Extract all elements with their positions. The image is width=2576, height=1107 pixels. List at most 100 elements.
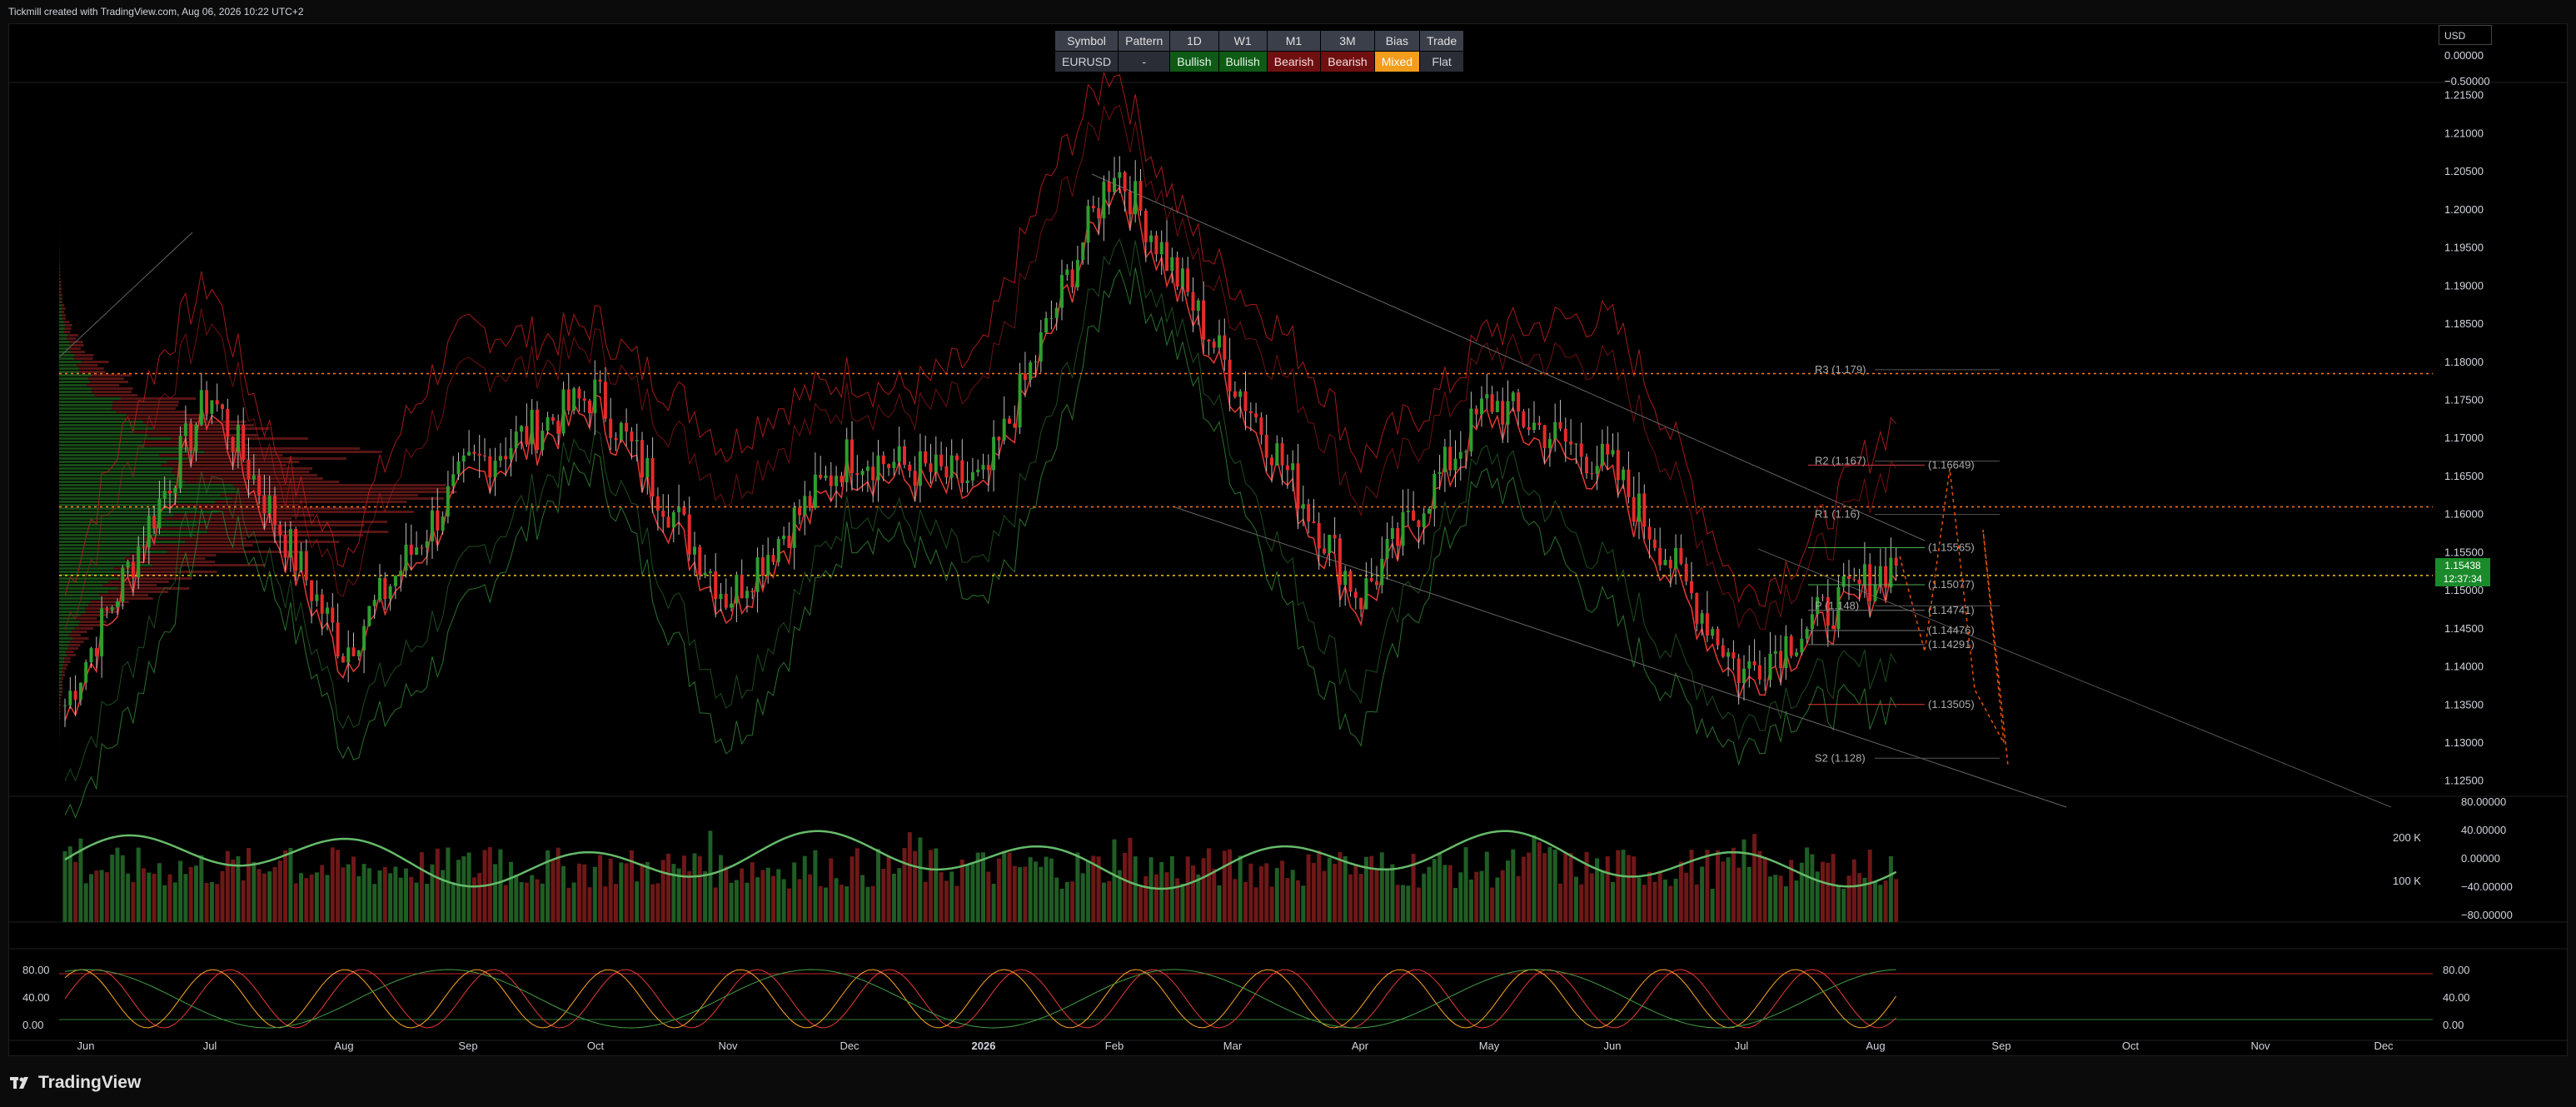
candle-body — [1721, 645, 1725, 657]
candle-body — [1579, 443, 1583, 457]
volume-bar — [503, 885, 508, 922]
volume-bar — [1333, 863, 1338, 922]
volume-bar — [1133, 856, 1138, 922]
candle-body — [1348, 571, 1353, 592]
chart-canvas[interactable]: R3 (1.179) R2 (1.167) R1 (1.16) P (1.148) S2… — [9, 24, 2569, 1057]
volume-bar — [1768, 876, 1772, 922]
volume-bar — [934, 848, 939, 922]
profile-bar-sell — [59, 717, 61, 720]
candle-body — [1831, 626, 1836, 630]
volume-axis-tick: −80.00000 — [2461, 909, 2513, 921]
profile-bar-buy — [59, 497, 232, 500]
volume-bar — [366, 868, 371, 922]
time-tick: Aug — [334, 1040, 353, 1052]
volume-bar — [493, 864, 498, 922]
candle-body — [1264, 434, 1268, 458]
currency-select[interactable]: USD — [2439, 25, 2492, 45]
volume-bar — [923, 881, 928, 922]
volume-bar — [404, 868, 408, 922]
candle-body — [351, 647, 356, 656]
candle-body — [257, 475, 262, 496]
profile-bar-buy — [59, 511, 219, 513]
candle-body — [247, 459, 251, 480]
candle-body — [1768, 653, 1772, 681]
volume-bar — [167, 874, 172, 922]
volume-bar — [1238, 855, 1243, 922]
candle-body — [850, 439, 854, 474]
profile-bar-sell — [78, 624, 103, 626]
profile-bar-sell — [81, 361, 109, 363]
profile-bar-sell — [237, 491, 457, 493]
candle-body — [1060, 275, 1064, 308]
volume-bar — [277, 860, 282, 922]
candle-body — [173, 487, 177, 494]
candle-body — [1742, 668, 1746, 684]
candle-body — [520, 426, 524, 432]
price-tick: 1.18000 — [2444, 356, 2484, 368]
candle-body — [645, 457, 650, 478]
candle-body — [609, 418, 613, 438]
tradingview-logo[interactable]: TradingView — [10, 1073, 141, 1093]
profile-bar-sell — [215, 501, 407, 503]
candle-body — [451, 474, 456, 486]
profile-bar-buy — [59, 271, 60, 273]
volume-bar — [1878, 885, 1883, 922]
status-value-symbol: EURUSD — [1054, 51, 1119, 72]
volume-bar — [1117, 870, 1122, 922]
volume-bar — [1422, 873, 1427, 922]
candle-body — [1458, 451, 1462, 459]
bollinger-bands — [64, 70, 1897, 819]
profile-bar-buy — [59, 494, 221, 496]
profile-bar-sell — [197, 507, 367, 510]
profile-bar-buy — [59, 471, 172, 473]
osc-path — [64, 969, 1897, 1029]
profile-bar-sell — [63, 331, 71, 333]
volume-bar — [640, 863, 645, 922]
volume-bar — [1857, 873, 1862, 922]
volume-bar — [870, 885, 875, 922]
trend-line — [1174, 506, 2067, 808]
candle-body — [650, 457, 655, 497]
profile-bar-sell — [60, 291, 62, 293]
time-tick: May — [1479, 1040, 1500, 1052]
volume-bar — [797, 879, 802, 922]
chart-frame[interactable]: R3 (1.179) R2 (1.167) R1 (1.16) P (1.148) S2… — [8, 23, 2569, 1057]
profile-bar-buy — [59, 331, 64, 333]
volume-bar — [571, 882, 576, 922]
volume-bar — [1427, 866, 1432, 922]
profile-bar-buy — [59, 467, 173, 470]
profile-bar-buy — [59, 441, 143, 443]
candle-body — [1485, 394, 1489, 399]
candle-body — [1469, 408, 1473, 451]
volume-bar — [1573, 876, 1578, 922]
profile-bar-sell — [62, 674, 66, 676]
status-value-1d: Bullish — [1169, 51, 1219, 72]
volume-bar — [1762, 856, 1767, 922]
volume-bar — [1873, 881, 1877, 922]
volume-bar — [1484, 851, 1489, 922]
volume-bar — [1894, 879, 1899, 922]
price-tick: 1.19500 — [2444, 242, 2484, 254]
volume-bar — [850, 856, 855, 922]
volume-bar — [1175, 878, 1180, 922]
price-tick: 1.15000 — [2444, 584, 2484, 596]
candle-body — [105, 608, 109, 611]
profile-bar-sell — [113, 567, 181, 570]
volume-bar — [1322, 870, 1327, 922]
candle-body — [1868, 564, 1872, 601]
candle-body — [1154, 235, 1158, 255]
candle-body — [693, 546, 696, 555]
candle-body — [1668, 560, 1672, 569]
profile-bar-sell — [143, 537, 247, 540]
volume-bar — [157, 863, 162, 922]
time-tick: Apr — [1352, 1040, 1369, 1052]
candle-body — [1632, 496, 1636, 522]
volume-bar — [561, 865, 566, 922]
volume-bar — [456, 860, 461, 922]
profile-bar-sell — [60, 691, 62, 693]
profile-bar-sell — [59, 711, 61, 713]
candle-body — [1606, 443, 1610, 455]
candle-body — [189, 423, 193, 451]
candle-body — [1537, 422, 1542, 426]
profile-bar-buy — [59, 407, 112, 410]
